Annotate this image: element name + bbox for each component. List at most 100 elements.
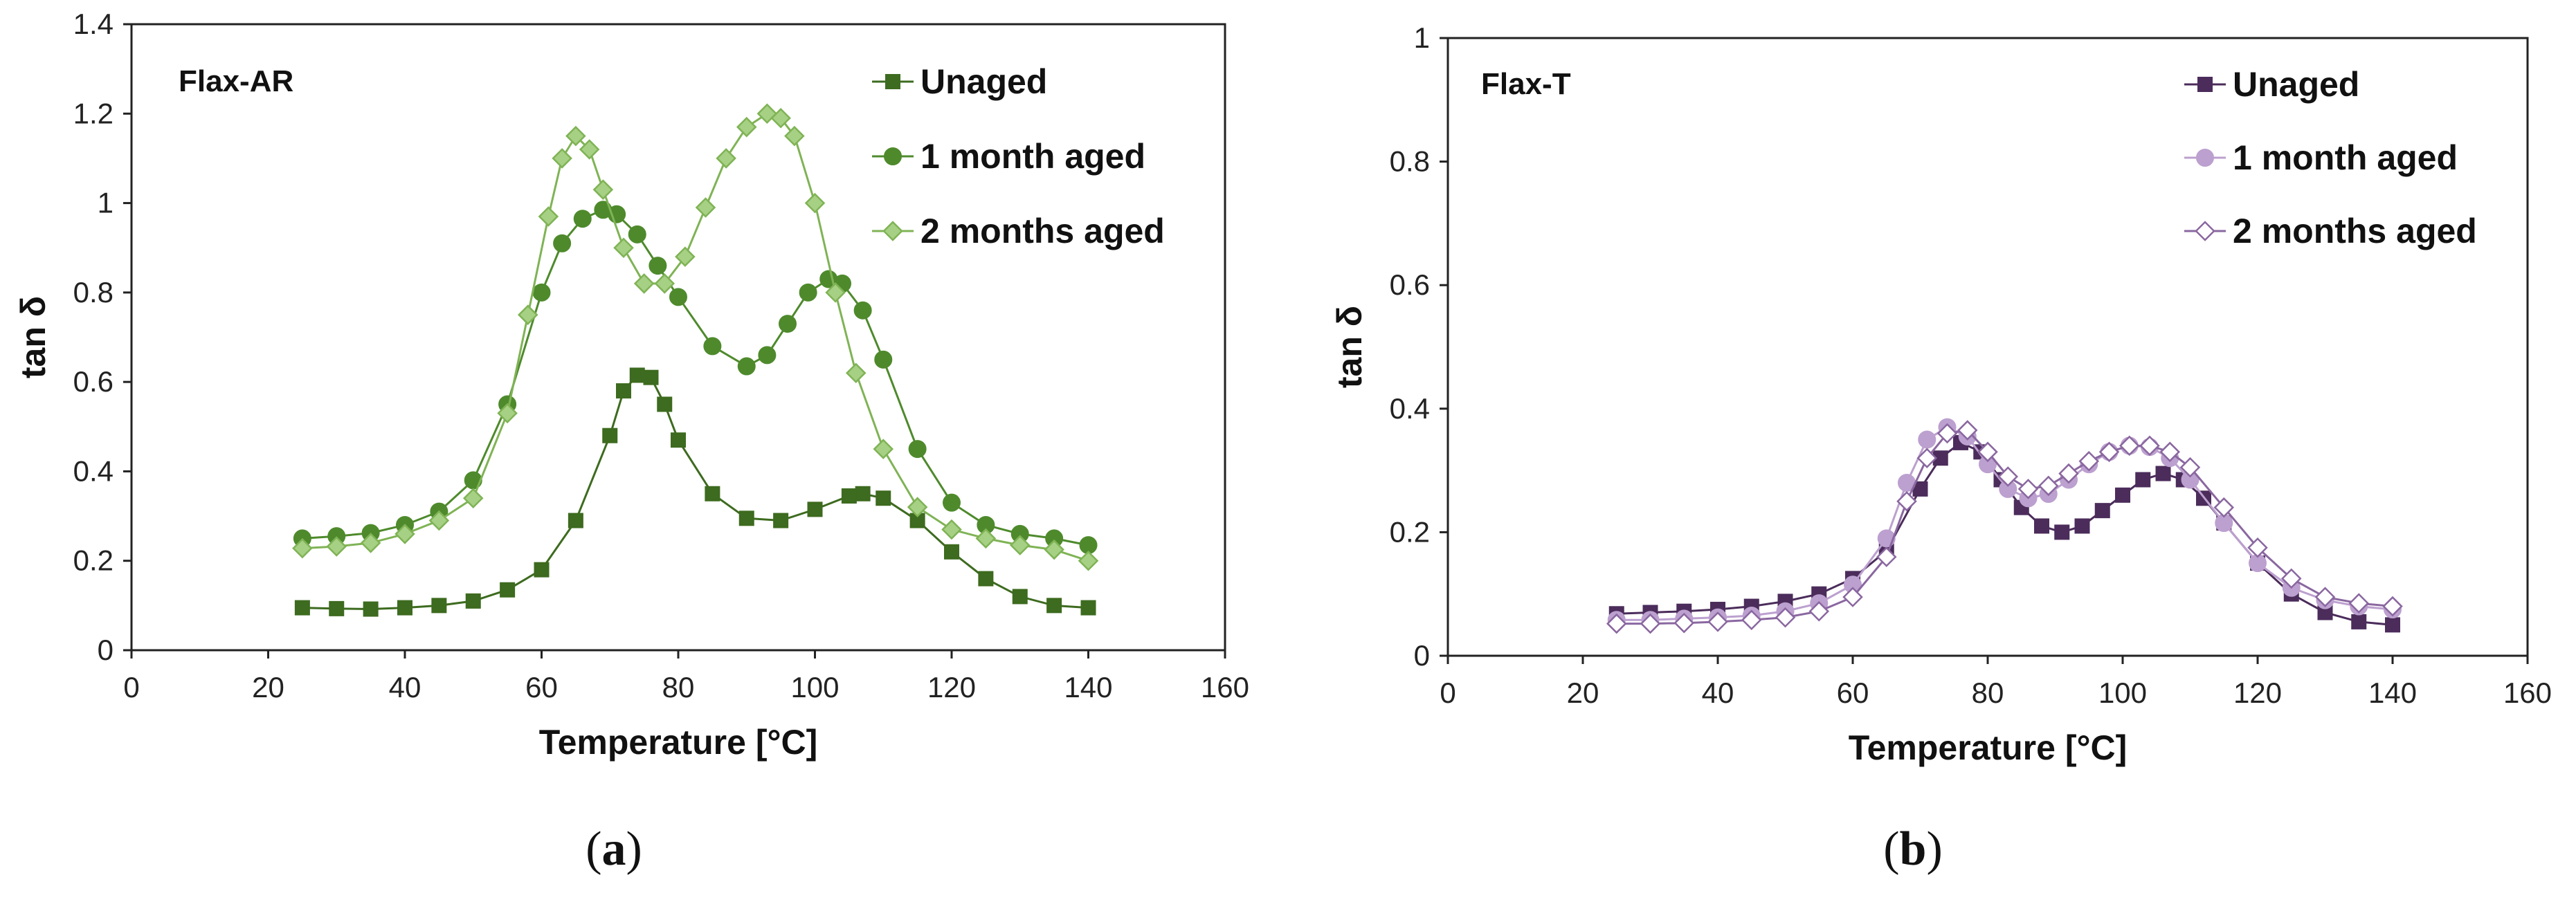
legend-label: Unaged [920, 62, 1047, 101]
data-point [2078, 450, 2100, 472]
data-point [1918, 430, 1936, 449]
legend-marker [884, 147, 902, 165]
data-point [1997, 466, 2019, 487]
data-point [2139, 435, 2160, 457]
data-point [602, 427, 618, 443]
data-point [1078, 550, 1099, 571]
x-tick-label: 20 [1567, 676, 1599, 709]
x-tick-label: 140 [1064, 671, 1112, 703]
data-point [394, 524, 415, 544]
data-point [1046, 598, 1062, 614]
panel-label: Flax-AR [179, 64, 293, 98]
chart-panel-flax-ar: 0 20 40 60 80 100 120 140 160 0 0.2 0.4 0.6 0.8 1 1.2 1.… [14, 8, 1249, 876]
data-point [292, 537, 313, 559]
data-point [2017, 479, 2039, 499]
data-point [2058, 463, 2079, 484]
data-point [773, 513, 789, 528]
data-point [943, 493, 961, 512]
legend-marker [2195, 221, 2215, 241]
data-point [579, 139, 600, 160]
legend-label: 2 months aged [2233, 212, 2477, 250]
data-point [1842, 587, 1863, 607]
panel-caption: (b) [1883, 822, 1943, 876]
data-point [643, 369, 659, 385]
legend-label: 1 month aged [2233, 138, 2458, 177]
data-point [2159, 441, 2181, 463]
data-point [736, 116, 757, 138]
data-point [941, 519, 962, 540]
data-point [1080, 600, 1096, 616]
data-point [648, 257, 667, 275]
data-point [552, 148, 572, 169]
y-tick-label: 1 [1414, 21, 1430, 54]
data-point [428, 510, 450, 531]
data-point [873, 439, 894, 459]
series-line [302, 112, 1089, 562]
y-tick-label: 0.2 [1390, 515, 1430, 548]
series-unaged [294, 367, 1096, 617]
y-axis-title: tan δ [14, 296, 53, 378]
chart-panel-flax-t: 0 20 40 60 80 100 120 140 160 0 0.2 0.4 0.6 0.8 1 Tempe… [1330, 21, 2552, 876]
data-point [2348, 593, 2370, 614]
data-point [1707, 611, 1728, 632]
legend-label: Unaged [2233, 65, 2359, 104]
data-point [1775, 607, 1796, 628]
legend-marker [882, 221, 903, 241]
series-unaged [1608, 434, 2400, 633]
series-line [1616, 429, 2393, 625]
data-point [758, 346, 777, 365]
x-tick-label: 0 [123, 671, 139, 703]
data-point [703, 337, 722, 356]
data-point [573, 210, 592, 228]
data-point [671, 432, 686, 448]
data-point [616, 383, 631, 399]
legend-label: 2 months aged [920, 212, 1165, 250]
x-tick-label: 60 [525, 671, 558, 703]
data-point [1977, 441, 1998, 463]
data-point [874, 350, 893, 369]
data-point [799, 283, 817, 302]
x-tick-label: 80 [662, 671, 695, 703]
x-tick-label: 0 [1440, 676, 1455, 709]
data-point [2385, 617, 2400, 633]
x-tick-label: 120 [927, 671, 976, 703]
data-point [1044, 539, 1064, 560]
data-point [465, 593, 481, 609]
data-point [553, 234, 572, 252]
panel-caption-letter: b [1900, 822, 1927, 876]
y-tick-label: 0.6 [73, 365, 114, 398]
x-tick-label: 40 [389, 671, 421, 703]
series-month2 [292, 103, 1099, 571]
data-point [654, 273, 675, 294]
data-point [397, 600, 412, 616]
data-point [363, 601, 379, 617]
data-point [779, 315, 797, 333]
data-point [2280, 568, 2302, 589]
data-point [907, 497, 928, 517]
data-point [841, 488, 857, 504]
data-point [1896, 490, 1917, 512]
series-month1 [293, 201, 1098, 555]
data-point [825, 282, 846, 303]
panel-label: Flax-T [1481, 67, 1571, 101]
data-point [2135, 472, 2151, 488]
data-point [497, 403, 518, 424]
x-tick-label: 160 [1201, 671, 1249, 703]
data-point [326, 536, 347, 557]
legend: Unaged 1 month aged 2 months aged [872, 62, 1165, 250]
data-point [360, 533, 381, 553]
legend: Unaged 1 month aged 2 months aged [2184, 65, 2477, 250]
data-point [2119, 435, 2140, 457]
data-point [613, 237, 634, 258]
data-point [2213, 497, 2235, 518]
data-point [2094, 503, 2110, 519]
data-point [532, 283, 551, 302]
data-point [737, 357, 756, 376]
x-tick-label: 120 [2233, 676, 2282, 709]
data-point [853, 301, 872, 320]
legend-label: 1 month aged [920, 137, 1145, 176]
y-tick-label: 1.2 [73, 97, 114, 129]
y-tick-label: 0.4 [73, 454, 114, 487]
data-point [1876, 546, 1897, 567]
data-point [1936, 423, 1958, 444]
